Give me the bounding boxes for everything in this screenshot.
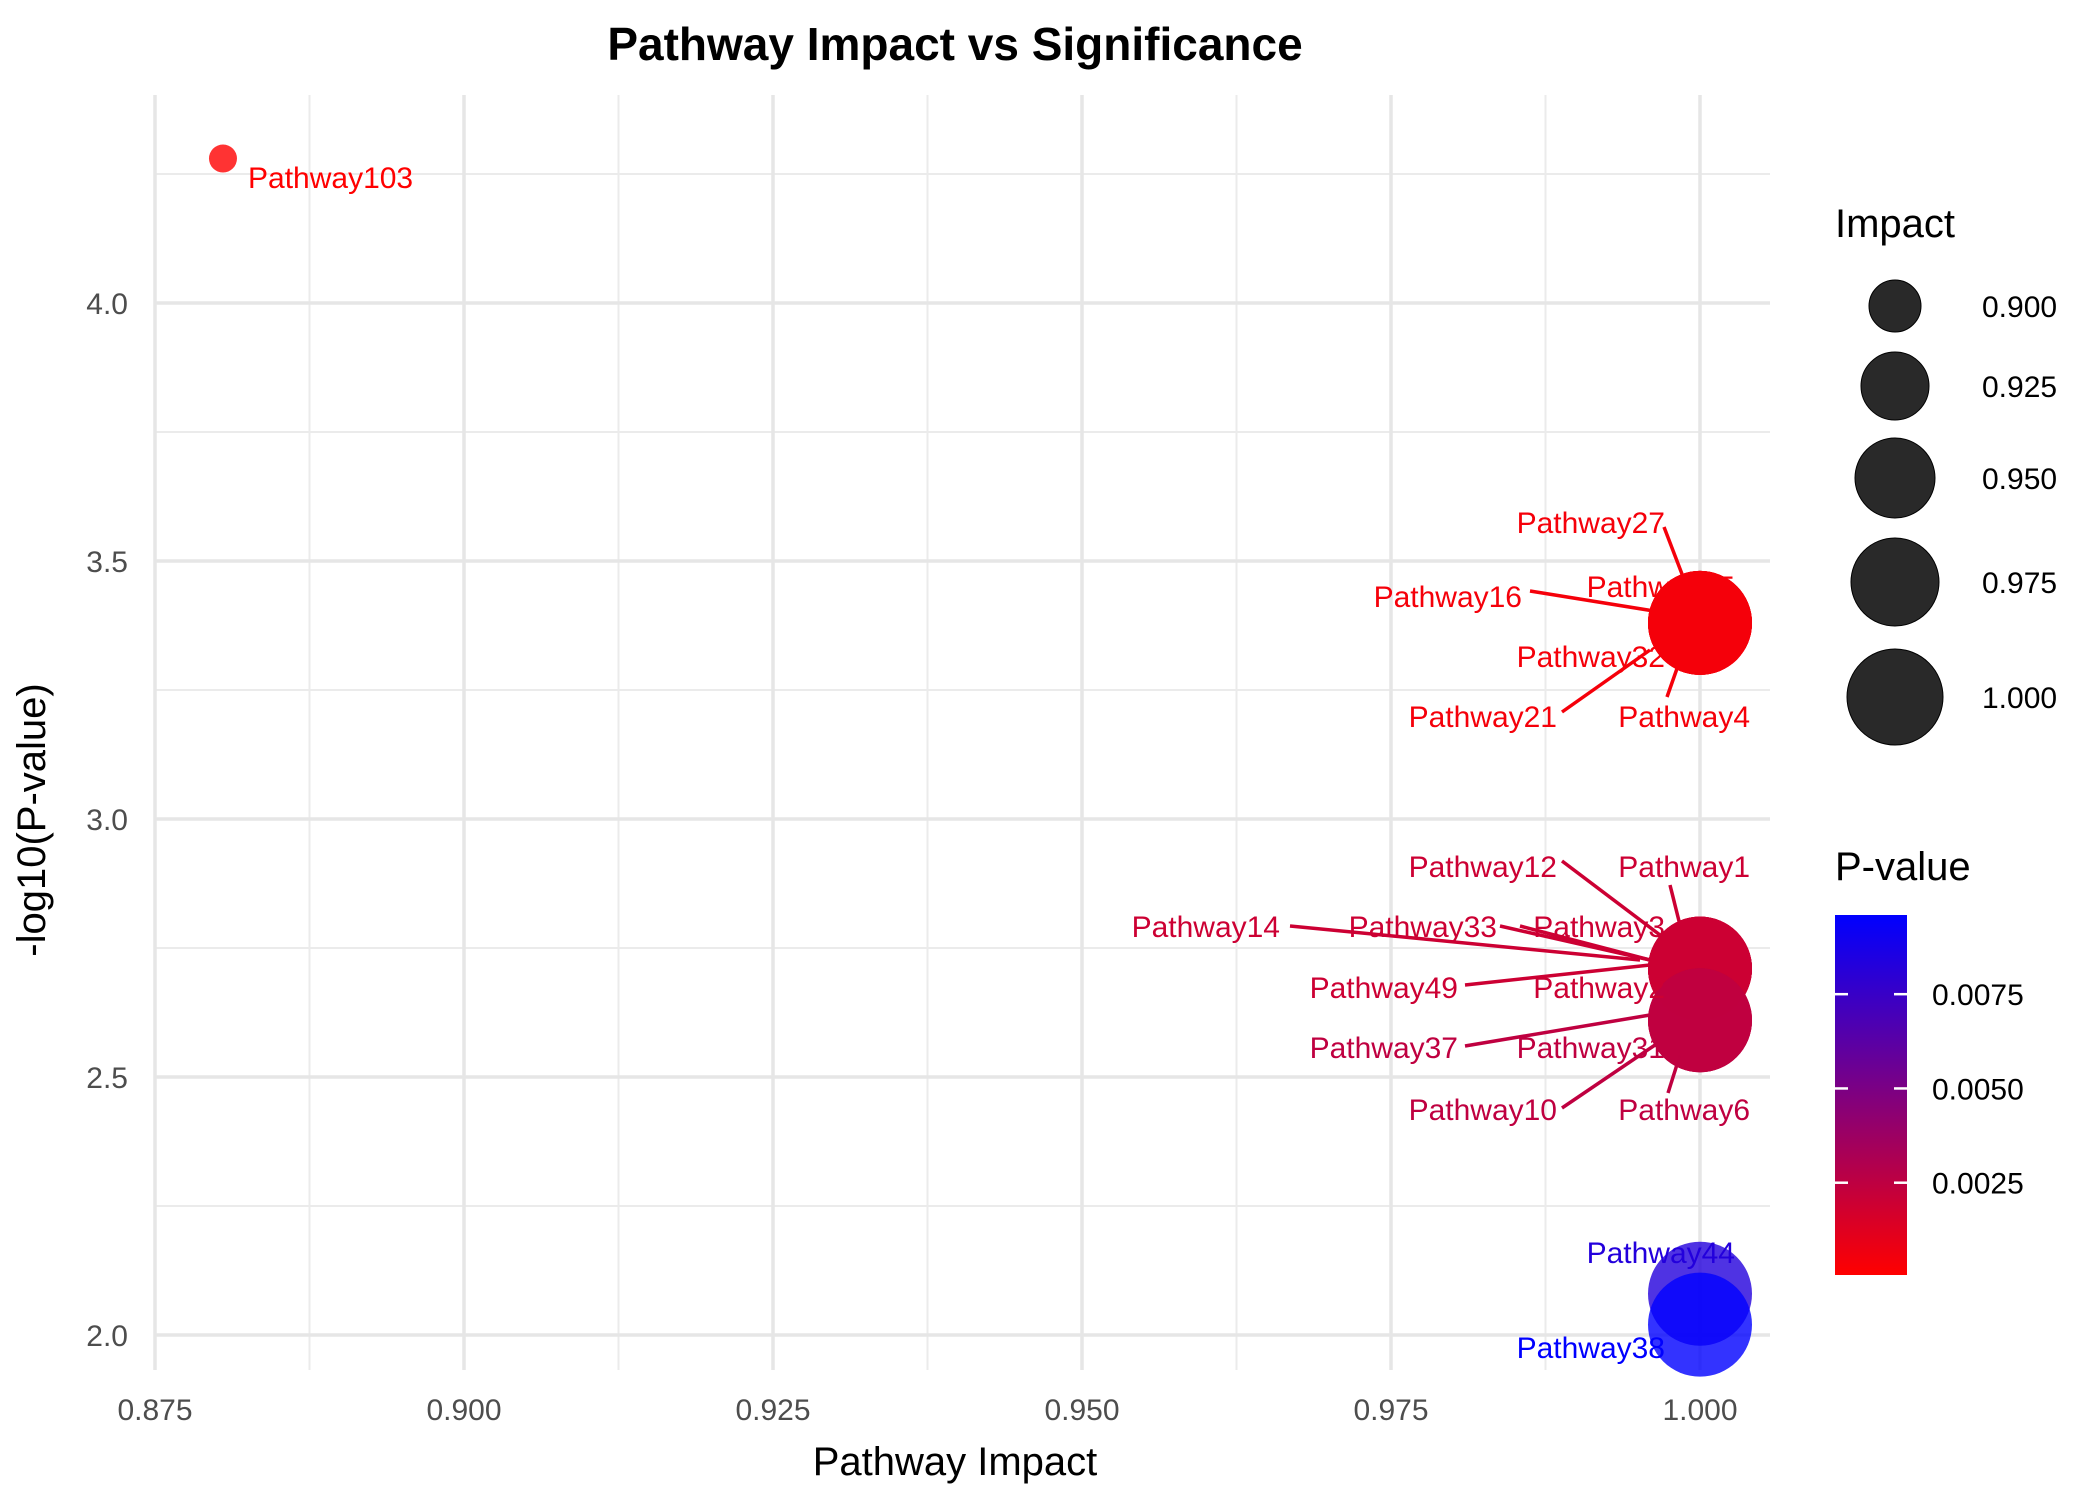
y-tick-label: 2.0	[86, 1320, 128, 1353]
point-label: Pathway12	[1409, 851, 1557, 884]
data-point	[1648, 1272, 1752, 1377]
point-label: Pathway103	[248, 162, 413, 195]
size-legend-label: 0.900	[1982, 291, 2057, 324]
point-label: Pathway27	[1517, 507, 1665, 540]
y-tick-label: 3.5	[86, 546, 128, 579]
point-label: Pathway6	[1618, 1094, 1750, 1127]
point-label: Pathway2	[1533, 972, 1665, 1005]
size-legend-key	[1860, 351, 1930, 421]
data-points	[208, 144, 1752, 1377]
leader-line	[1560, 648, 1652, 714]
leader-line	[1464, 963, 1651, 987]
point-label: Pathway32	[1517, 641, 1665, 674]
point-label: Pathway1	[1618, 851, 1750, 884]
point-label: Pathway15	[1587, 571, 1735, 604]
color-legend: P-value 0.0075 0.0050 0.0025	[1835, 845, 2024, 1275]
chart-title: Pathway Impact vs Significance	[607, 18, 1302, 70]
data-point	[1648, 570, 1752, 675]
point-label: Pathway44	[1587, 1237, 1735, 1270]
color-legend-bar	[1835, 915, 1907, 1275]
point-label: Pathway10	[1409, 1094, 1557, 1127]
point-label: Pathway16	[1374, 581, 1522, 614]
x-tick-label: 0.900	[426, 1394, 501, 1427]
color-legend-label: 0.0025	[1932, 1168, 2024, 1201]
x-tick-label: 0.950	[1044, 1394, 1119, 1427]
leader-line	[1289, 924, 1641, 962]
size-legend: Impact 0.900 0.925 0.950 0.975 1.000	[1835, 202, 2057, 746]
data-point	[1648, 968, 1752, 1073]
color-legend-title: P-value	[1835, 845, 1971, 889]
point-label: Pathway3	[1533, 911, 1665, 944]
size-legend-key	[1850, 537, 1940, 627]
leader-line	[1519, 924, 1651, 962]
leader-line	[1464, 1013, 1651, 1048]
point-label: Pathway21	[1409, 701, 1557, 734]
x-axis-title: Pathway Impact	[813, 1440, 1098, 1484]
size-legend-key	[1846, 648, 1944, 746]
size-legend-label: 1.000	[1982, 682, 2057, 715]
point-labels: Pathway103 Pathway27 Pathway15 Pathway16 Pat…	[248, 162, 1750, 1365]
y-tick-label: 4.0	[86, 288, 128, 321]
x-tick-label: 0.975	[1353, 1394, 1428, 1427]
x-tick-labels: 0.875 0.900 0.925 0.950 0.975 1.000	[117, 1394, 1737, 1427]
point-label: Pathway38	[1517, 1332, 1665, 1365]
y-tick-label: 2.5	[86, 1062, 128, 1095]
color-legend-label: 0.0075	[1932, 979, 2024, 1012]
point-label: Pathway49	[1310, 972, 1458, 1005]
x-tick-label: 0.875	[117, 1394, 192, 1427]
leader-line	[1668, 884, 1682, 926]
size-legend-label: 0.925	[1982, 371, 2057, 404]
size-legend-label: 0.975	[1982, 567, 2057, 600]
leader-line	[1529, 589, 1661, 614]
x-tick-label: 0.925	[735, 1394, 810, 1427]
y-tick-label: 3.0	[86, 804, 128, 837]
color-legend-label: 0.0050	[1932, 1073, 2024, 1106]
y-axis-title: -log10(P-value)	[10, 683, 54, 956]
y-tick-labels: 2.0 2.5 3.0 3.5 4.0	[86, 288, 128, 1353]
x-tick-label: 1.000	[1662, 1394, 1737, 1427]
size-legend-label: 0.950	[1982, 463, 2057, 496]
size-legend-key	[1868, 279, 1922, 333]
point-label: Pathway33	[1349, 911, 1497, 944]
leader-line	[1560, 859, 1662, 937]
data-point	[208, 144, 237, 173]
size-legend-title: Impact	[1835, 202, 1955, 246]
point-label: Pathway4	[1618, 701, 1750, 734]
grid	[153, 95, 1770, 1370]
point-label: Pathway37	[1310, 1032, 1458, 1065]
point-label: Pathway31	[1517, 1032, 1665, 1065]
size-legend-key	[1854, 437, 1936, 519]
point-label: Pathway14	[1132, 911, 1280, 944]
leader-line	[1561, 1043, 1656, 1110]
